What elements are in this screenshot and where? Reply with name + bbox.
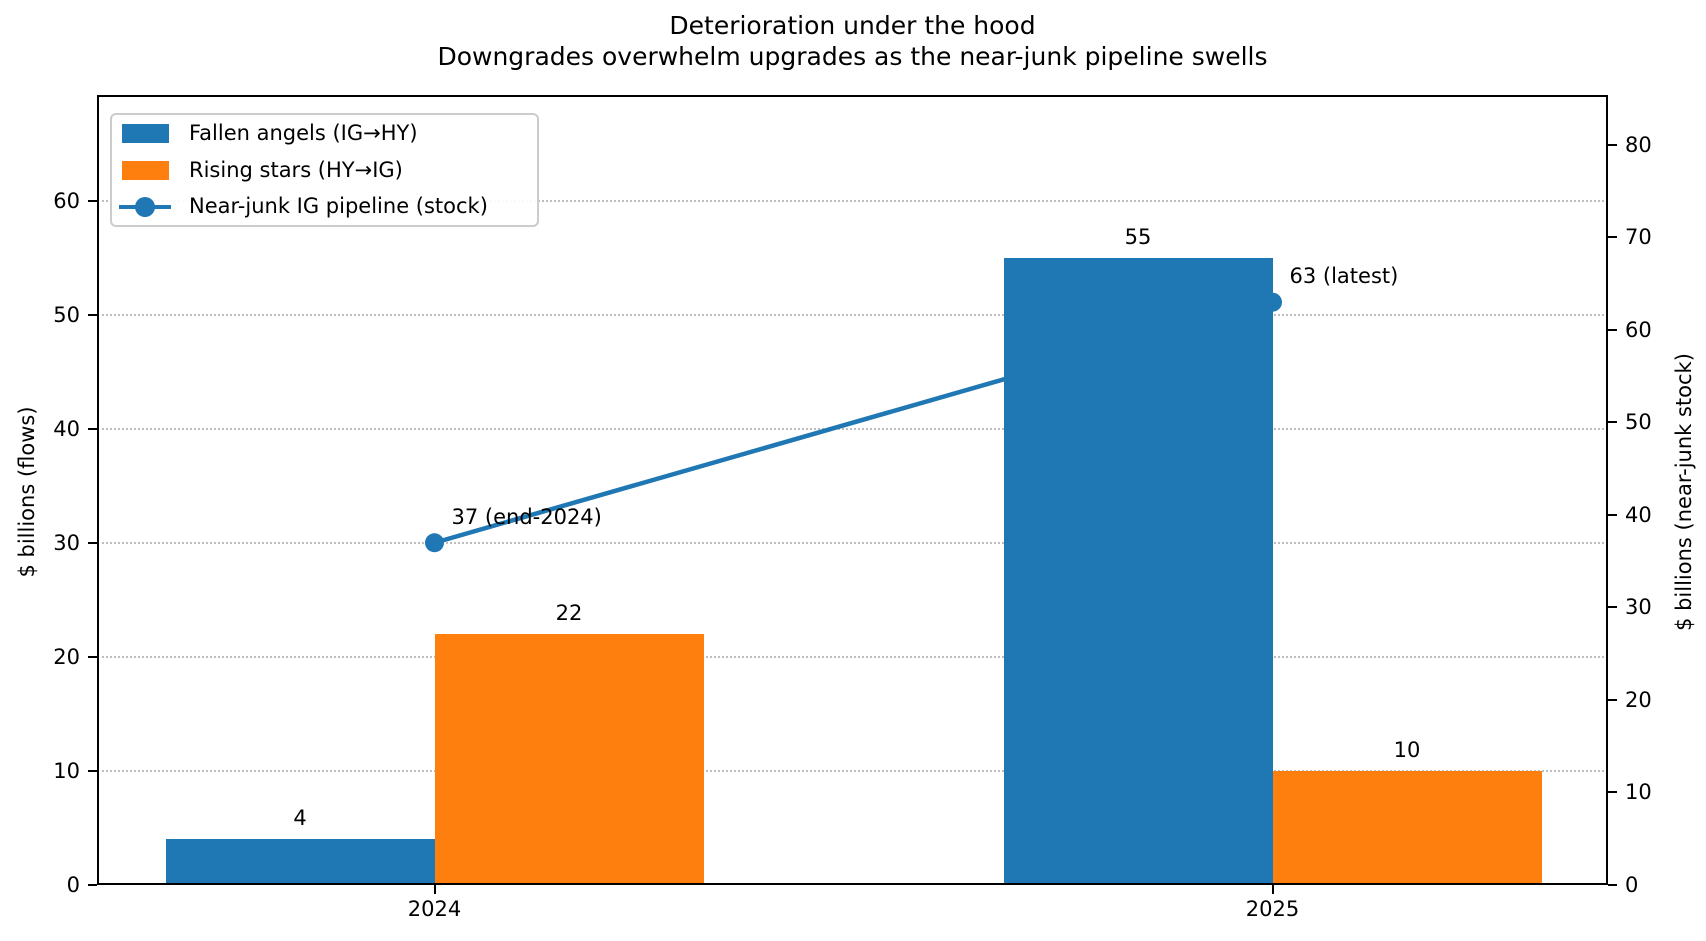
bar-value-label: 22 bbox=[555, 601, 583, 626]
x-axis-tick-label: 2024 bbox=[407, 897, 462, 921]
y-axis-left-tick bbox=[88, 200, 97, 203]
y-axis-left-tick-label: 10 bbox=[53, 759, 80, 783]
gridline bbox=[97, 770, 1608, 772]
y-axis-right-tick-label: 0 bbox=[1625, 873, 1639, 897]
y-axis-right-tick-label: 80 bbox=[1625, 132, 1652, 157]
point-annotation: 37 (end-2024) bbox=[451, 504, 602, 529]
legend-color-patch bbox=[121, 123, 169, 143]
gridline bbox=[97, 656, 1608, 658]
gridline bbox=[97, 200, 1608, 203]
gridline bbox=[97, 428, 1608, 430]
y-axis-left-tick-label: 0 bbox=[66, 873, 80, 897]
y-axis-right-tick bbox=[1608, 606, 1617, 609]
chart-title: Deterioration under the hood Downgrades … bbox=[97, 10, 1608, 72]
bar-fallen-angels-2025 bbox=[1003, 258, 1273, 885]
bar-value-label: 4 bbox=[293, 806, 307, 831]
bar-rising-stars-2024 bbox=[434, 634, 704, 885]
gridline bbox=[97, 542, 1608, 544]
legend-swatch-icon bbox=[119, 123, 171, 143]
y-axis-right-tick-label: 10 bbox=[1625, 780, 1652, 805]
bar-fallen-angels-2024 bbox=[165, 839, 435, 885]
y-axis-right-tick-label: 40 bbox=[1625, 502, 1652, 527]
y-axis-right-tick-label: 20 bbox=[1625, 687, 1652, 712]
legend-color-patch bbox=[121, 160, 169, 180]
legend-marker-dot bbox=[135, 196, 155, 217]
y-axis-right-tick bbox=[1608, 328, 1617, 331]
y-axis-right-tick bbox=[1608, 236, 1617, 239]
y-axis-left-tick bbox=[88, 884, 97, 886]
legend-line-marker-icon bbox=[119, 196, 171, 217]
y-axis-right-tick-label: 50 bbox=[1625, 410, 1652, 435]
bar-value-label: 55 bbox=[1124, 225, 1152, 250]
y-axis-right-tick-label: 70 bbox=[1625, 225, 1652, 250]
chart-title-line2: Downgrades overwhelm upgrades as the nea… bbox=[437, 42, 1268, 71]
legend-label: Rising stars (HY→IG) bbox=[189, 157, 403, 182]
y-axis-right-tick bbox=[1608, 884, 1617, 886]
y-axis-left-tick-label: 20 bbox=[53, 645, 80, 669]
bar-value-label: 10 bbox=[1393, 738, 1421, 762]
y-axis-left-tick bbox=[88, 542, 97, 544]
legend-label: Fallen angels (IG→HY) bbox=[189, 120, 418, 145]
y-axis-left-tick bbox=[88, 314, 97, 316]
y-axis-left-tick bbox=[88, 770, 97, 772]
y-axis-right-tick-label: 60 bbox=[1625, 317, 1652, 342]
x-axis-tick-label: 2025 bbox=[1245, 897, 1300, 921]
legend-item: Rising stars (HY→IG) bbox=[119, 152, 537, 189]
point-annotation: 63 (latest) bbox=[1289, 264, 1399, 289]
gridline bbox=[97, 314, 1608, 316]
y-axis-left-tick bbox=[88, 656, 97, 658]
y-axis-right-tick bbox=[1608, 143, 1617, 146]
y-axis-right-tick-label: 30 bbox=[1625, 595, 1652, 620]
y-axis-left-tick-label: 60 bbox=[53, 189, 80, 214]
y-axis-right-tick bbox=[1608, 513, 1617, 516]
legend-label: Near-junk IG pipeline (stock) bbox=[189, 194, 488, 219]
y-axis-left-tick-label: 30 bbox=[53, 531, 80, 555]
x-axis-tick bbox=[1271, 885, 1274, 894]
legend: Fallen angels (IG→HY) Rising stars (HY→IG… bbox=[110, 113, 539, 227]
bar-rising-stars-2025 bbox=[1272, 771, 1542, 885]
legend-item: Near-junk IG pipeline (stock) bbox=[119, 188, 537, 225]
legend-swatch-icon bbox=[119, 160, 171, 180]
x-axis-tick bbox=[433, 885, 436, 894]
y-axis-left-tick-label: 40 bbox=[53, 417, 80, 441]
y-axis-right-tick bbox=[1608, 421, 1617, 424]
y-axis-left-tick-label: 50 bbox=[53, 303, 80, 327]
y-axis-right-tick bbox=[1608, 791, 1617, 794]
chart-title-line1: Deterioration under the hood bbox=[669, 11, 1036, 40]
legend-item: Fallen angels (IG→HY) bbox=[119, 115, 537, 152]
y-axis-left-tick bbox=[88, 428, 97, 430]
line-marker bbox=[425, 533, 444, 553]
y-axis-right-tick bbox=[1608, 698, 1617, 701]
